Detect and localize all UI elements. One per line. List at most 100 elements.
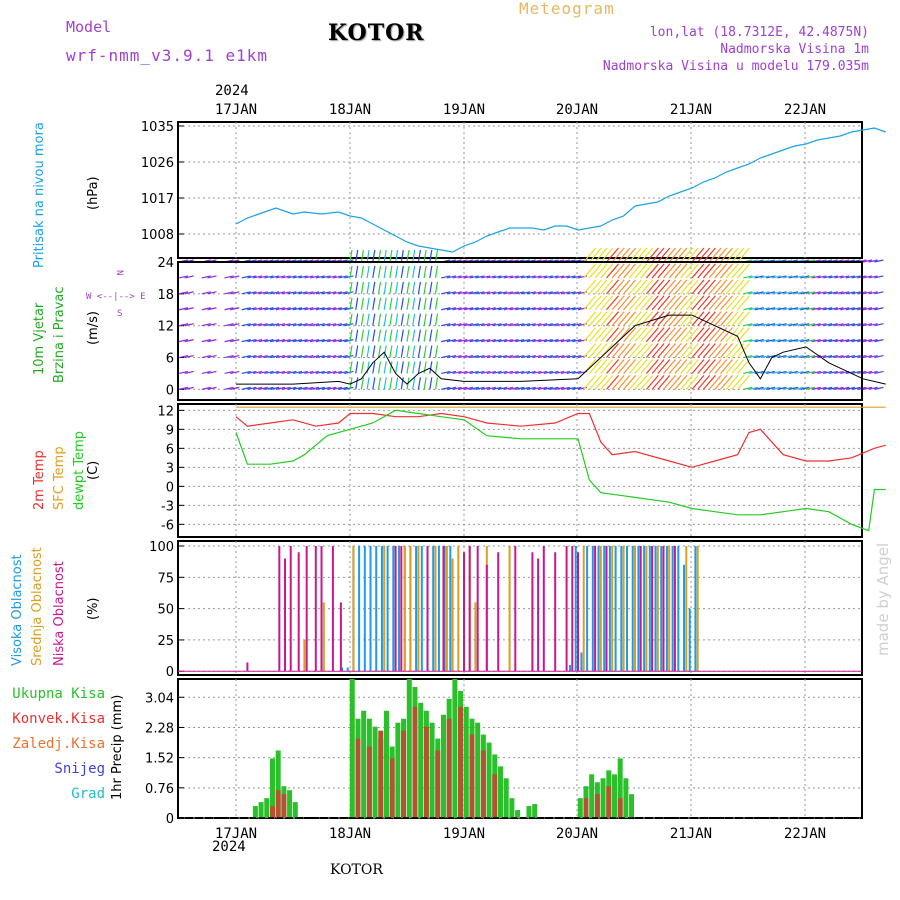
wind-arrow [383, 313, 387, 326]
wind-arrow [628, 343, 642, 358]
wind-arrow [298, 354, 308, 359]
wind-arrow [366, 265, 370, 279]
wind-arrow [270, 339, 280, 343]
wind-arrow [674, 374, 688, 390]
cloud-bar-2 [320, 546, 323, 672]
wind-arrow [355, 265, 359, 279]
precip-bar-0 [440, 714, 446, 818]
cloud-bar-2 [554, 552, 557, 672]
cloud-bar-1 [696, 546, 699, 672]
y-tick-label: 1035 [141, 120, 174, 135]
precip-bar-0 [258, 802, 264, 818]
wind-arrow [532, 307, 542, 311]
wind-arrow [611, 327, 625, 343]
wind-arrow [737, 359, 751, 374]
wind-arrow [480, 291, 491, 295]
wind-arrow [389, 281, 393, 294]
wind-arrow [395, 281, 399, 294]
wind-arrow [395, 329, 399, 342]
wind-arrow [720, 263, 733, 279]
cloud-bar-1 [451, 558, 454, 672]
wind-arrow [178, 323, 189, 327]
wind-arrow [429, 329, 433, 342]
wind-arrow [344, 370, 354, 375]
wind-arrow [207, 323, 217, 327]
wind-arrow [498, 354, 508, 359]
wind-arrow [395, 313, 399, 326]
wind-arrow [817, 370, 827, 375]
wind-arrow [434, 281, 439, 294]
wind-arrow [469, 370, 479, 375]
wind-arrow [480, 323, 491, 327]
wind-arrow [794, 370, 804, 375]
wind-arrow [731, 295, 745, 311]
wind-arrow [657, 279, 671, 295]
wind-arrow [520, 323, 531, 327]
wind-arrow [184, 275, 194, 279]
wind-arrow [628, 263, 642, 279]
wind-arrow [338, 354, 348, 359]
cloud-bar-0 [626, 546, 629, 672]
wind-arrow [783, 323, 793, 327]
wind-arrow [851, 370, 861, 375]
wind-arrow [287, 354, 297, 359]
cloud-bar-0 [631, 546, 634, 672]
cloud-bar-1 [668, 546, 671, 672]
precip-bar-1 [458, 706, 464, 818]
wind-arrow [828, 386, 838, 390]
wind-arrow [520, 354, 531, 359]
wind-arrow [503, 307, 514, 311]
wind-arrow [509, 323, 519, 327]
wind-arrow [651, 295, 665, 311]
cloud-bar-2 [673, 546, 676, 672]
precip-snow-label: Snijeg [54, 761, 105, 777]
wind-arrow [777, 370, 787, 375]
wind-arrow [412, 345, 416, 358]
wind-arrow [520, 370, 531, 375]
wind-arrow [515, 307, 525, 311]
precip-bar-0 [515, 810, 521, 818]
wind-arrow [395, 377, 399, 390]
cloud-bar-2 [662, 546, 665, 672]
wind-arrow [264, 275, 274, 279]
wind-arrow [355, 361, 359, 374]
wind-arrow [360, 281, 364, 294]
wind-arrow [252, 370, 263, 375]
wind-arrow [452, 339, 462, 343]
wind-arrow [657, 359, 671, 374]
wind-arrow [423, 377, 427, 390]
wind-arrow [515, 370, 525, 375]
precip-bar-1 [281, 794, 287, 818]
wind-arrow [201, 370, 211, 375]
wind-arrow [657, 343, 671, 358]
wind-arrow [406, 345, 410, 358]
precip-bar-0 [532, 804, 538, 818]
wind-arrow [714, 263, 728, 279]
wind-arrow [822, 291, 833, 295]
wind-arrow [668, 374, 682, 390]
wind-speed-line [236, 314, 886, 385]
wind-arrow [754, 291, 764, 295]
wind-arrow [372, 329, 376, 342]
wind-arrow [372, 313, 376, 326]
wind-arrow [355, 345, 359, 358]
wind-arrow [623, 279, 637, 295]
wind-arrow [315, 339, 325, 343]
wind-arrow [725, 247, 739, 263]
wind-arrow [771, 339, 781, 343]
wind-arrow [338, 386, 348, 390]
wind-arrow [372, 249, 376, 263]
wind-arrow [360, 345, 364, 358]
cloud-bar-0 [380, 546, 383, 672]
wind-arrow [588, 247, 602, 263]
wind-arrow [406, 249, 410, 263]
wind-arrow [503, 386, 514, 390]
wind-arrow [748, 354, 759, 359]
cloud-bar-2 [463, 552, 465, 672]
wind-arrow [868, 323, 878, 327]
wind-arrow [287, 307, 297, 311]
cloud-bar-2 [246, 662, 249, 672]
wind-arrow [515, 275, 525, 279]
wind-arrow [520, 275, 531, 279]
wind-arrow [366, 329, 370, 342]
